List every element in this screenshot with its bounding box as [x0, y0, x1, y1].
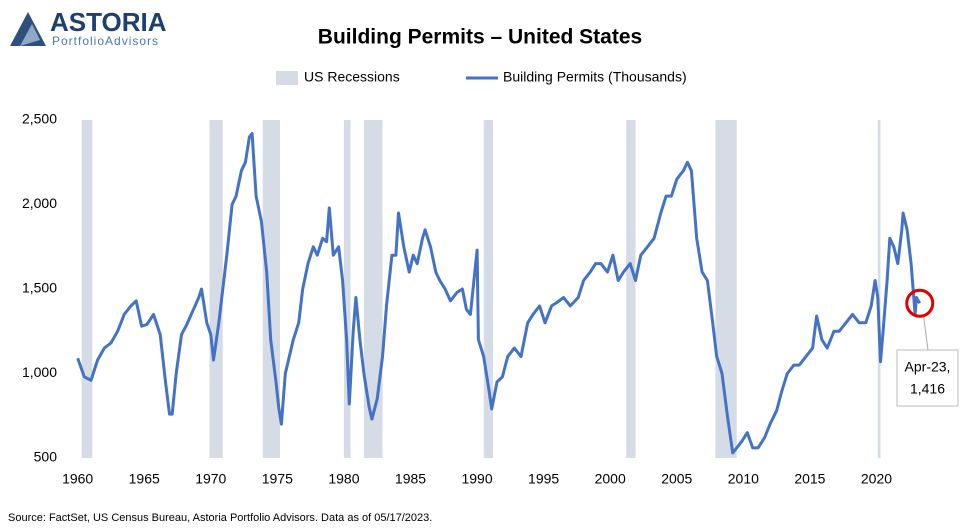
x-tick-label: 2000	[595, 471, 626, 487]
x-tick-label: 2010	[728, 471, 759, 487]
recession-band	[626, 120, 636, 458]
x-tick-label: 1990	[461, 471, 492, 487]
x-tick-label: 1975	[262, 471, 293, 487]
logo-name: ASTORIA	[50, 7, 167, 37]
line	[76, 132, 921, 455]
callout-text: 1,416	[910, 381, 945, 397]
x-tick-label: 1970	[195, 471, 226, 487]
callout-leader	[923, 317, 929, 351]
y-tick-label: 1,500	[22, 280, 57, 296]
x-tick-label: 1965	[129, 471, 160, 487]
y-tick-label: 2,000	[22, 195, 57, 211]
y-tick-label: 2,500	[22, 111, 57, 127]
y-tick-label: 1,000	[22, 364, 57, 380]
logo-mark	[20, 24, 40, 46]
recession-band	[81, 120, 93, 458]
x-tick-label: 2005	[661, 471, 692, 487]
x-tick-label: 1980	[328, 471, 359, 487]
callout-box	[896, 349, 959, 407]
recession-band	[363, 120, 383, 458]
y-tick-label: 500	[34, 449, 58, 465]
x-tick-label: 1985	[395, 471, 426, 487]
logo: ASTORIA PortfolioAdvisors	[10, 7, 167, 48]
recession-band	[343, 120, 351, 458]
x-tick-label: 2020	[861, 471, 892, 487]
recession-band	[483, 120, 494, 458]
recession-band	[877, 120, 881, 458]
x-tick-label: 2015	[794, 471, 825, 487]
legend-label: Building Permits (Thousands)	[503, 69, 687, 85]
highlight-circle	[905, 288, 935, 318]
callout-text: Apr-23,	[905, 359, 951, 375]
legend-swatch	[276, 71, 298, 85]
logo-tagline: PortfolioAdvisors	[52, 34, 159, 48]
chart-title: Building Permits – United States	[318, 26, 642, 49]
recession-band	[209, 120, 223, 458]
x-tick-label: 1960	[62, 471, 93, 487]
source: Source: FactSet, US Census Bureau, Astor…	[8, 512, 432, 524]
legend-label: US Recessions	[304, 69, 400, 85]
x-tick-label: 1995	[528, 471, 559, 487]
